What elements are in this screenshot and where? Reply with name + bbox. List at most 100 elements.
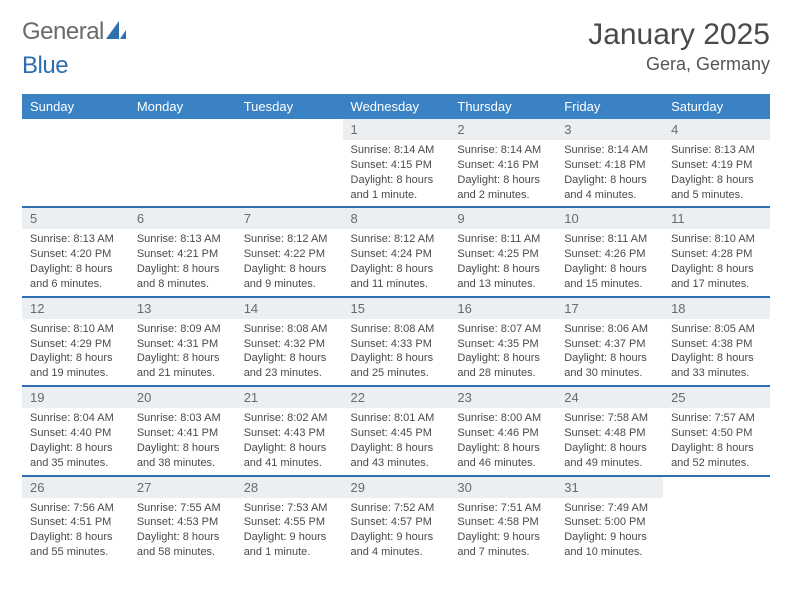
calendar-cell [663,476,770,564]
sunrise-line: Sunrise: 8:13 AM [671,143,762,158]
calendar-cell: 23Sunrise: 8:00 AMSunset: 4:46 PMDayligh… [449,386,556,475]
sunrise-line: Sunrise: 8:03 AM [137,411,228,426]
sunset-line: Sunset: 4:53 PM [137,515,228,530]
calendar-week-row: 26Sunrise: 7:56 AMSunset: 4:51 PMDayligh… [22,476,770,564]
day-number: 2 [449,119,556,140]
day-details: Sunrise: 8:14 AMSunset: 4:16 PMDaylight:… [449,140,556,206]
daylight-line: Daylight: 8 hours and 2 minutes. [457,173,548,203]
sunset-line: Sunset: 4:20 PM [30,247,121,262]
day-details: Sunrise: 8:10 AMSunset: 4:29 PMDaylight:… [22,319,129,385]
sunset-line: Sunset: 4:32 PM [244,337,335,352]
calendar-cell: 14Sunrise: 8:08 AMSunset: 4:32 PMDayligh… [236,297,343,386]
calendar-cell: 26Sunrise: 7:56 AMSunset: 4:51 PMDayligh… [22,476,129,564]
calendar-cell: 30Sunrise: 7:51 AMSunset: 4:58 PMDayligh… [449,476,556,564]
sunrise-line: Sunrise: 8:08 AM [351,322,442,337]
calendar-week-row: 1Sunrise: 8:14 AMSunset: 4:15 PMDaylight… [22,119,770,207]
day-number: 7 [236,208,343,229]
calendar-cell: 15Sunrise: 8:08 AMSunset: 4:33 PMDayligh… [343,297,450,386]
day-number: 27 [129,477,236,498]
day-details: Sunrise: 8:08 AMSunset: 4:33 PMDaylight:… [343,319,450,385]
daylight-line: Daylight: 8 hours and 55 minutes. [30,530,121,560]
sunrise-line: Sunrise: 8:02 AM [244,411,335,426]
day-number: 24 [556,387,663,408]
month-title: January 2025 [588,18,770,52]
day-details: Sunrise: 8:02 AMSunset: 4:43 PMDaylight:… [236,408,343,474]
daylight-line: Daylight: 9 hours and 4 minutes. [351,530,442,560]
day-number: 4 [663,119,770,140]
day-number: 16 [449,298,556,319]
day-details: Sunrise: 8:13 AMSunset: 4:19 PMDaylight:… [663,140,770,206]
calendar-cell: 17Sunrise: 8:06 AMSunset: 4:37 PMDayligh… [556,297,663,386]
day-details: Sunrise: 7:49 AMSunset: 5:00 PMDaylight:… [556,498,663,564]
day-number: 17 [556,298,663,319]
daylight-line: Daylight: 8 hours and 25 minutes. [351,351,442,381]
day-number: 5 [22,208,129,229]
day-header: Tuesday [236,94,343,119]
calendar-page: GeneralBlue January 2025 Gera, Germany S… [0,0,792,582]
day-details: Sunrise: 7:51 AMSunset: 4:58 PMDaylight:… [449,498,556,564]
day-details: Sunrise: 8:01 AMSunset: 4:45 PMDaylight:… [343,408,450,474]
day-details: Sunrise: 8:05 AMSunset: 4:38 PMDaylight:… [663,319,770,385]
daylight-line: Daylight: 8 hours and 43 minutes. [351,441,442,471]
day-number: 21 [236,387,343,408]
calendar-cell: 3Sunrise: 8:14 AMSunset: 4:18 PMDaylight… [556,119,663,207]
daylight-line: Daylight: 8 hours and 58 minutes. [137,530,228,560]
day-number: 3 [556,119,663,140]
header: GeneralBlue January 2025 Gera, Germany [22,18,770,80]
daylight-line: Daylight: 8 hours and 8 minutes. [137,262,228,292]
sunrise-line: Sunrise: 7:53 AM [244,501,335,516]
calendar-week-row: 5Sunrise: 8:13 AMSunset: 4:20 PMDaylight… [22,207,770,296]
daylight-line: Daylight: 8 hours and 19 minutes. [30,351,121,381]
day-number: 6 [129,208,236,229]
sunset-line: Sunset: 4:24 PM [351,247,442,262]
calendar-header-row: Sunday Monday Tuesday Wednesday Thursday… [22,94,770,119]
calendar-cell: 4Sunrise: 8:13 AMSunset: 4:19 PMDaylight… [663,119,770,207]
daylight-line: Daylight: 8 hours and 6 minutes. [30,262,121,292]
daylight-line: Daylight: 8 hours and 15 minutes. [564,262,655,292]
sunset-line: Sunset: 4:37 PM [564,337,655,352]
sunset-line: Sunset: 4:31 PM [137,337,228,352]
sunset-line: Sunset: 4:29 PM [30,337,121,352]
daylight-line: Daylight: 8 hours and 4 minutes. [564,173,655,203]
day-header: Thursday [449,94,556,119]
sunrise-line: Sunrise: 7:49 AM [564,501,655,516]
sunset-line: Sunset: 4:45 PM [351,426,442,441]
brand-logo: GeneralBlue [22,18,126,80]
day-details: Sunrise: 8:12 AMSunset: 4:22 PMDaylight:… [236,229,343,295]
daylight-line: Daylight: 8 hours and 33 minutes. [671,351,762,381]
day-header: Sunday [22,94,129,119]
daylight-line: Daylight: 8 hours and 38 minutes. [137,441,228,471]
sunset-line: Sunset: 4:22 PM [244,247,335,262]
calendar-week-row: 12Sunrise: 8:10 AMSunset: 4:29 PMDayligh… [22,297,770,386]
calendar-cell: 8Sunrise: 8:12 AMSunset: 4:24 PMDaylight… [343,207,450,296]
sunrise-line: Sunrise: 8:14 AM [351,143,442,158]
daylight-line: Daylight: 8 hours and 35 minutes. [30,441,121,471]
sunrise-line: Sunrise: 8:10 AM [30,322,121,337]
calendar-cell: 9Sunrise: 8:11 AMSunset: 4:25 PMDaylight… [449,207,556,296]
day-details: Sunrise: 8:11 AMSunset: 4:25 PMDaylight:… [449,229,556,295]
sunrise-line: Sunrise: 8:14 AM [457,143,548,158]
calendar-cell: 20Sunrise: 8:03 AMSunset: 4:41 PMDayligh… [129,386,236,475]
sunset-line: Sunset: 4:19 PM [671,158,762,173]
title-block: January 2025 Gera, Germany [588,18,770,75]
daylight-line: Daylight: 9 hours and 7 minutes. [457,530,548,560]
daylight-line: Daylight: 8 hours and 46 minutes. [457,441,548,471]
sunrise-line: Sunrise: 8:09 AM [137,322,228,337]
sunset-line: Sunset: 4:40 PM [30,426,121,441]
calendar-cell: 31Sunrise: 7:49 AMSunset: 5:00 PMDayligh… [556,476,663,564]
daylight-line: Daylight: 8 hours and 1 minute. [351,173,442,203]
day-number: 18 [663,298,770,319]
calendar-cell: 1Sunrise: 8:14 AMSunset: 4:15 PMDaylight… [343,119,450,207]
day-number: 28 [236,477,343,498]
sunrise-line: Sunrise: 8:12 AM [244,232,335,247]
calendar-cell: 24Sunrise: 7:58 AMSunset: 4:48 PMDayligh… [556,386,663,475]
sunrise-line: Sunrise: 8:01 AM [351,411,442,426]
sunset-line: Sunset: 4:50 PM [671,426,762,441]
sunrise-line: Sunrise: 8:04 AM [30,411,121,426]
day-number: 20 [129,387,236,408]
calendar-cell: 12Sunrise: 8:10 AMSunset: 4:29 PMDayligh… [22,297,129,386]
calendar-cell: 7Sunrise: 8:12 AMSunset: 4:22 PMDaylight… [236,207,343,296]
day-details: Sunrise: 8:03 AMSunset: 4:41 PMDaylight:… [129,408,236,474]
daylight-line: Daylight: 9 hours and 10 minutes. [564,530,655,560]
daylight-line: Daylight: 8 hours and 28 minutes. [457,351,548,381]
